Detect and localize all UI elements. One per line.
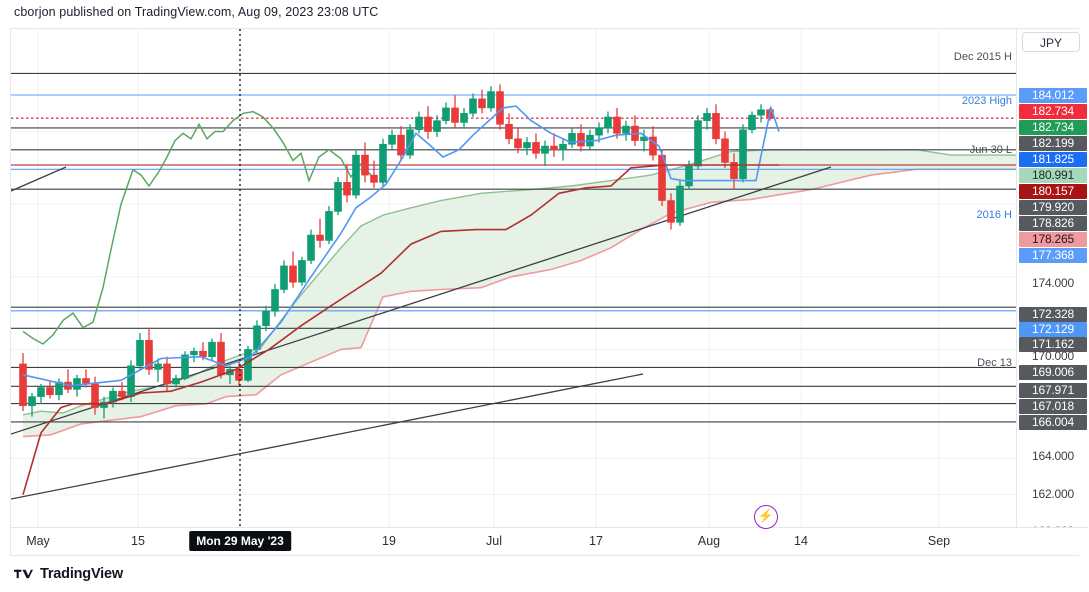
price-label: 170.000 bbox=[1032, 349, 1074, 363]
time-label: Aug bbox=[697, 534, 721, 548]
chart-annotation-label: Dec 13 bbox=[977, 357, 1012, 369]
price-label: 174.000 bbox=[1032, 276, 1074, 290]
currency-pill[interactable]: JPY bbox=[1022, 32, 1080, 52]
price-label: 167.971 bbox=[1019, 383, 1087, 398]
price-label: 182.734 bbox=[1019, 120, 1087, 135]
time-label: 17 bbox=[589, 534, 603, 548]
price-label: 167.018 bbox=[1019, 399, 1087, 414]
time-scale[interactable]: May 15 Mon 29 May '23 19 Jul 17 Aug 14 Sep bbox=[11, 527, 1088, 555]
price-label: 171.162 bbox=[1019, 337, 1087, 352]
lightning-bolt-icon[interactable]: ⚡ bbox=[754, 505, 778, 529]
chart-annotation-label: 2023 High bbox=[961, 95, 1012, 107]
price-label: 172.129 bbox=[1019, 322, 1087, 337]
candlestick-series[interactable] bbox=[19, 84, 774, 419]
price-label: 182.734 bbox=[1019, 104, 1087, 119]
price-label: 180.157 bbox=[1019, 184, 1087, 199]
chart-annotation-label: Jun 30 L bbox=[969, 144, 1012, 156]
price-label: 162.000 bbox=[1032, 487, 1074, 501]
tradingview-footer: TradingView bbox=[14, 563, 123, 585]
price-label: 172.328 bbox=[1019, 307, 1087, 322]
price-scale[interactable]: 184.012 182.734 182.734 182.199 181.825 180.9… bbox=[1016, 29, 1088, 538]
chart-annotation-label: 2016 H bbox=[976, 209, 1012, 221]
time-label: 14 bbox=[794, 534, 808, 548]
brand-name: TradingView bbox=[40, 566, 123, 582]
price-label: 182.199 bbox=[1019, 136, 1087, 151]
publisher-line: cborjon published on TradingView.com, Au… bbox=[14, 5, 379, 19]
ichimoku-kijun-sen bbox=[22, 164, 779, 495]
chart-frame bbox=[10, 28, 1079, 556]
price-label: 178.265 bbox=[1019, 232, 1087, 247]
ichimoku-cloud-fill bbox=[23, 149, 1016, 437]
time-label: 15 bbox=[131, 534, 145, 548]
trendline[interactable] bbox=[11, 166, 67, 192]
ichimoku-tenkan-sen bbox=[22, 104, 780, 387]
price-label: 169.006 bbox=[1019, 365, 1087, 380]
time-label: Sep bbox=[927, 534, 951, 548]
ichimoku-span-b-line bbox=[22, 168, 1016, 438]
price-label: 180.991 bbox=[1019, 168, 1087, 183]
price-label: 166.004 bbox=[1019, 415, 1087, 430]
time-label: May bbox=[26, 534, 50, 548]
price-label: 184.012 bbox=[1019, 88, 1087, 103]
price-label: 178.826 bbox=[1019, 216, 1087, 231]
time-label-selected: Mon 29 May '23 bbox=[189, 531, 291, 551]
time-label: 19 bbox=[382, 534, 396, 548]
chart-header: cborjon published on TradingView.com, Au… bbox=[0, 0, 1089, 28]
ichimoku-chikou-span bbox=[22, 110, 372, 345]
tradingview-logo-icon bbox=[14, 569, 33, 578]
price-label: 177.368 bbox=[1019, 248, 1087, 263]
trendline[interactable] bbox=[11, 166, 832, 435]
chart-canvas bbox=[11, 29, 1016, 527]
chart-annotation-label: Dec 2015 H bbox=[953, 51, 1012, 63]
time-label: Jul bbox=[486, 534, 502, 548]
grid-lines bbox=[11, 29, 1016, 527]
price-label: 181.825 bbox=[1019, 152, 1087, 167]
price-label: 179.920 bbox=[1019, 200, 1087, 215]
price-label: 164.000 bbox=[1032, 449, 1074, 463]
chart-plot-area[interactable] bbox=[11, 29, 1016, 527]
trendline[interactable] bbox=[11, 373, 644, 500]
